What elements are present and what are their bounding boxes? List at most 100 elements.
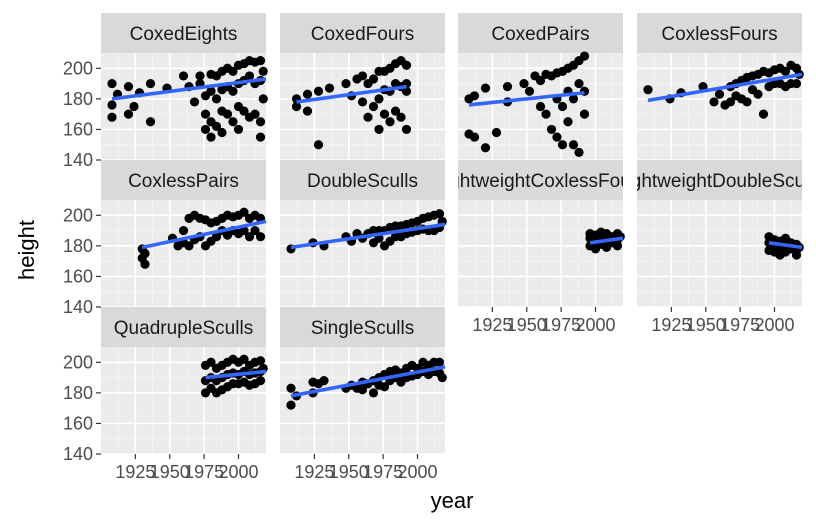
facet-strip [637,13,802,53]
data-point [140,259,150,269]
data-point [286,383,296,393]
data-point [239,106,249,116]
y-axes: 140 160 180 200 140 160 180 200 140 160 180 200 [63,58,101,464]
data-point [123,82,134,92]
facet-coxed-eights: CoxedEights [101,13,268,161]
data-point [244,71,255,81]
facet-strip-label: CoxlessFours [661,24,777,45]
facet-coxless-pairs: CoxlessPairs [101,160,267,308]
data-point [222,109,233,119]
data-point [228,66,238,76]
data-point [255,376,266,386]
data-point [255,232,266,242]
data-point [178,71,189,81]
data-point [341,78,351,89]
x-tick-label: 2000 [218,462,258,482]
trend-line [589,236,624,245]
data-point [302,89,313,99]
y-tick-label: 180 [63,383,93,403]
data-point [239,207,249,217]
data-point [107,100,117,110]
data-point [396,112,406,122]
facet-strip-label: CoxedEights [130,24,238,45]
facet-panels: CoxedEights CoxedFours CoxedPairs CoxlessFo… [101,13,816,455]
data-point [557,140,568,150]
x-tick-label: 1925 [472,315,512,335]
data-point [709,97,719,107]
data-point [129,101,139,112]
data-point [363,112,373,122]
data-point [401,86,412,96]
y-tick-label: 200 [63,58,93,78]
x-tick-label: 1950 [686,315,726,335]
data-point [211,121,222,131]
x-tick-label: 1975 [363,462,403,482]
data-point [374,94,384,104]
facet-strip-label: CoxedFours [311,24,415,45]
facet-strip [101,160,266,200]
data-point [469,91,480,101]
facet-strip [101,13,266,53]
facet-coxed-fours: CoxedFours [280,13,445,161]
data-point [535,75,546,86]
x-tick-label: 1950 [507,315,547,335]
data-point [184,241,194,251]
data-point [357,71,368,81]
data-point [255,132,266,142]
data-point [519,78,529,89]
data-point [374,124,384,135]
data-point [379,382,390,392]
facet-quadruple-sculls: QuadrupleSculls [101,307,268,455]
trend-line [647,72,803,103]
facet-strip [280,160,445,200]
data-point [145,117,156,127]
data-point [401,124,412,135]
x-axis-title: year [431,488,474,513]
data-point [502,82,513,92]
data-point [753,89,763,99]
facet-strip [280,307,445,347]
data-point [434,209,445,219]
data-point [178,225,189,236]
data-point [211,232,222,242]
trend-line [768,241,803,250]
y-axis-title: height [14,220,39,280]
facet-strip-label: LightweightCoxlessFours [434,171,646,192]
y-tick-label: 140 [63,444,93,464]
data-point [189,97,200,107]
data-point [401,60,412,70]
data-point [480,143,491,153]
x-tick-label: 1975 [541,315,581,335]
data-point [568,140,579,150]
data-point [780,66,791,76]
y-tick-label: 160 [63,119,93,139]
data-point [313,140,324,150]
facet-strip-label: LightweightDoubleSculls [616,171,816,192]
data-point [357,97,368,107]
y-tick-label: 200 [63,352,93,372]
facet-single-sculls: SingleSculls [280,307,447,455]
data-point [557,101,568,112]
x-tick-label: 2000 [575,315,615,335]
data-point [200,124,211,135]
data-point [206,132,216,142]
data-point [552,132,562,142]
data-point [228,117,238,127]
trend-line [290,222,446,250]
data-point [255,117,266,127]
data-point [791,250,802,260]
data-point [574,147,584,157]
data-point [563,117,573,127]
facet-strip-label: DoubleSculls [307,171,418,192]
x-tick-label: 1925 [294,462,334,482]
data-point [434,357,445,367]
data-point [107,78,117,89]
data-point [206,86,216,96]
y-tick-label: 160 [63,266,93,286]
data-point [480,83,491,93]
data-point [385,117,395,127]
data-point [145,78,156,89]
trend-line [205,369,267,380]
data-point [437,372,447,383]
data-point [195,71,205,81]
